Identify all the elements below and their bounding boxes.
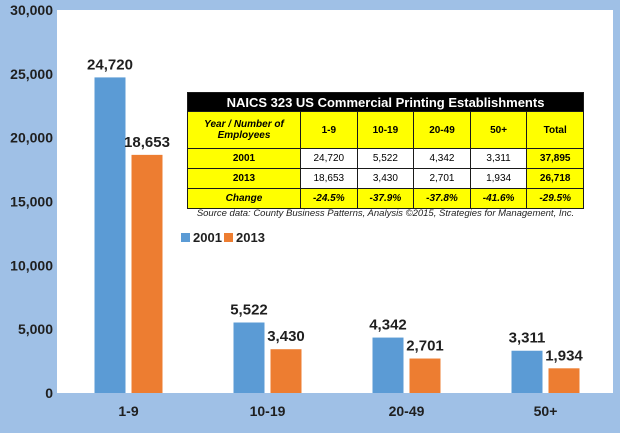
- table-cell: 2,701: [413, 168, 471, 189]
- table-cell: 1,934: [469, 168, 528, 189]
- table-row-label: 2013: [187, 168, 301, 189]
- data-label: 24,720: [87, 56, 133, 73]
- x-tick-label: 50+: [534, 403, 558, 419]
- table-title: NAICS 323 US Commercial Printing Establi…: [187, 92, 584, 112]
- table-header-20-49: 20-49: [413, 111, 471, 149]
- table-cell: 3,430: [356, 168, 415, 189]
- x-tick-label: 10-19: [250, 403, 286, 419]
- x-tick-label: 20-49: [389, 403, 425, 419]
- table-header-total: Total: [526, 111, 584, 149]
- legend-label-2013: 2013: [236, 230, 265, 245]
- y-tick-label: 5,000: [18, 321, 53, 337]
- legend-swatch-2013: [224, 233, 233, 242]
- y-tick-label: 25,000: [10, 66, 53, 82]
- y-tick-label: 15,000: [10, 194, 53, 210]
- table-cell: 4,342: [413, 148, 471, 169]
- bar-2001-20-49: [372, 337, 404, 393]
- bar-2001-10-19: [233, 322, 265, 393]
- table-cell: -41.6%: [469, 188, 528, 209]
- bar-2013-1-9: [131, 154, 163, 393]
- bar-2013-50+: [548, 368, 580, 393]
- data-label: 3,311: [509, 330, 546, 347]
- y-tick-label: 20,000: [10, 130, 53, 146]
- table-cell: 5,522: [356, 148, 415, 169]
- legend-label-2001: 2001: [193, 230, 222, 245]
- data-label: 1,934: [545, 347, 583, 364]
- table-header-10-19: 10-19: [356, 111, 415, 149]
- bar-2001-1-9: [94, 77, 126, 394]
- y-tick-label: 10,000: [10, 257, 53, 273]
- table-header-year: Year / Number of Employees: [187, 111, 301, 149]
- data-label: 18,653: [124, 134, 170, 151]
- table-header-50plus: 50+: [469, 111, 528, 149]
- data-label: 4,342: [369, 317, 407, 334]
- bar-2013-10-19: [270, 349, 302, 393]
- table-row: 2001 24,720 5,522 4,342 3,311 37,895: [187, 148, 584, 169]
- bar-2001-50+: [511, 350, 543, 393]
- table-cell: 3,311: [469, 148, 528, 169]
- bar-2013-20-49: [409, 358, 441, 393]
- data-table: NAICS 323 US Commercial Printing Establi…: [187, 92, 584, 209]
- table-cell: -24.5%: [300, 188, 358, 209]
- table-cell: 18,653: [300, 168, 358, 189]
- table-row: Change -24.5% -37.9% -37.8% -41.6% -29.5…: [187, 188, 584, 209]
- table-header-1-9: 1-9: [300, 111, 358, 149]
- table-cell: -37.9%: [356, 188, 415, 209]
- table-row-label: Change: [187, 188, 301, 209]
- table-row-label: 2001: [187, 148, 301, 169]
- data-label: 2,701: [406, 338, 444, 355]
- table-cell-total: 26,718: [526, 168, 584, 189]
- legend-swatch-2001: [181, 233, 190, 242]
- table-cell: -37.8%: [413, 188, 471, 209]
- y-tick-label: 30,000: [10, 2, 53, 18]
- source-note: Source data: County Business Patterns, A…: [196, 208, 575, 219]
- table-cell: 24,720: [300, 148, 358, 169]
- y-tick-label: 0: [45, 385, 53, 401]
- table-row: 2013 18,653 3,430 2,701 1,934 26,718: [187, 168, 584, 189]
- data-label: 3,430: [267, 328, 305, 345]
- table-cell-total: -29.5%: [526, 188, 584, 209]
- x-tick-label: 1-9: [118, 403, 138, 419]
- data-label: 5,522: [230, 302, 268, 319]
- table-cell-total: 37,895: [526, 148, 584, 169]
